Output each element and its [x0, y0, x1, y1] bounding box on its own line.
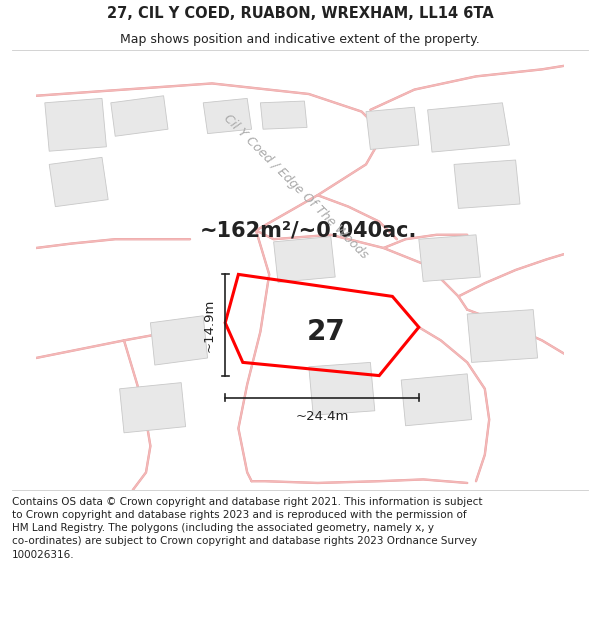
Polygon shape	[366, 107, 419, 149]
Text: 27, CIL Y COED, RUABON, WREXHAM, LL14 6TA: 27, CIL Y COED, RUABON, WREXHAM, LL14 6T…	[107, 6, 493, 21]
Polygon shape	[454, 160, 520, 208]
Polygon shape	[467, 309, 538, 362]
Polygon shape	[260, 101, 307, 129]
Text: Contains OS data © Crown copyright and database right 2021. This information is : Contains OS data © Crown copyright and d…	[12, 497, 482, 559]
Text: 27: 27	[307, 318, 346, 346]
Text: ~24.4m: ~24.4m	[295, 411, 349, 424]
Polygon shape	[151, 316, 208, 365]
Polygon shape	[419, 235, 481, 281]
Polygon shape	[309, 362, 375, 415]
Polygon shape	[45, 98, 106, 151]
Polygon shape	[274, 236, 335, 282]
Polygon shape	[428, 102, 509, 152]
Polygon shape	[401, 374, 472, 426]
Text: ~14.9m: ~14.9m	[203, 298, 216, 352]
Polygon shape	[119, 382, 185, 432]
Text: Cil Y Coed / Edge Of The Woods: Cil Y Coed / Edge Of The Woods	[221, 112, 370, 261]
Text: Map shows position and indicative extent of the property.: Map shows position and indicative extent…	[120, 32, 480, 46]
Text: ~162m²/~0.040ac.: ~162m²/~0.040ac.	[200, 221, 418, 241]
Polygon shape	[111, 96, 168, 136]
Polygon shape	[49, 158, 108, 207]
Polygon shape	[203, 98, 251, 134]
